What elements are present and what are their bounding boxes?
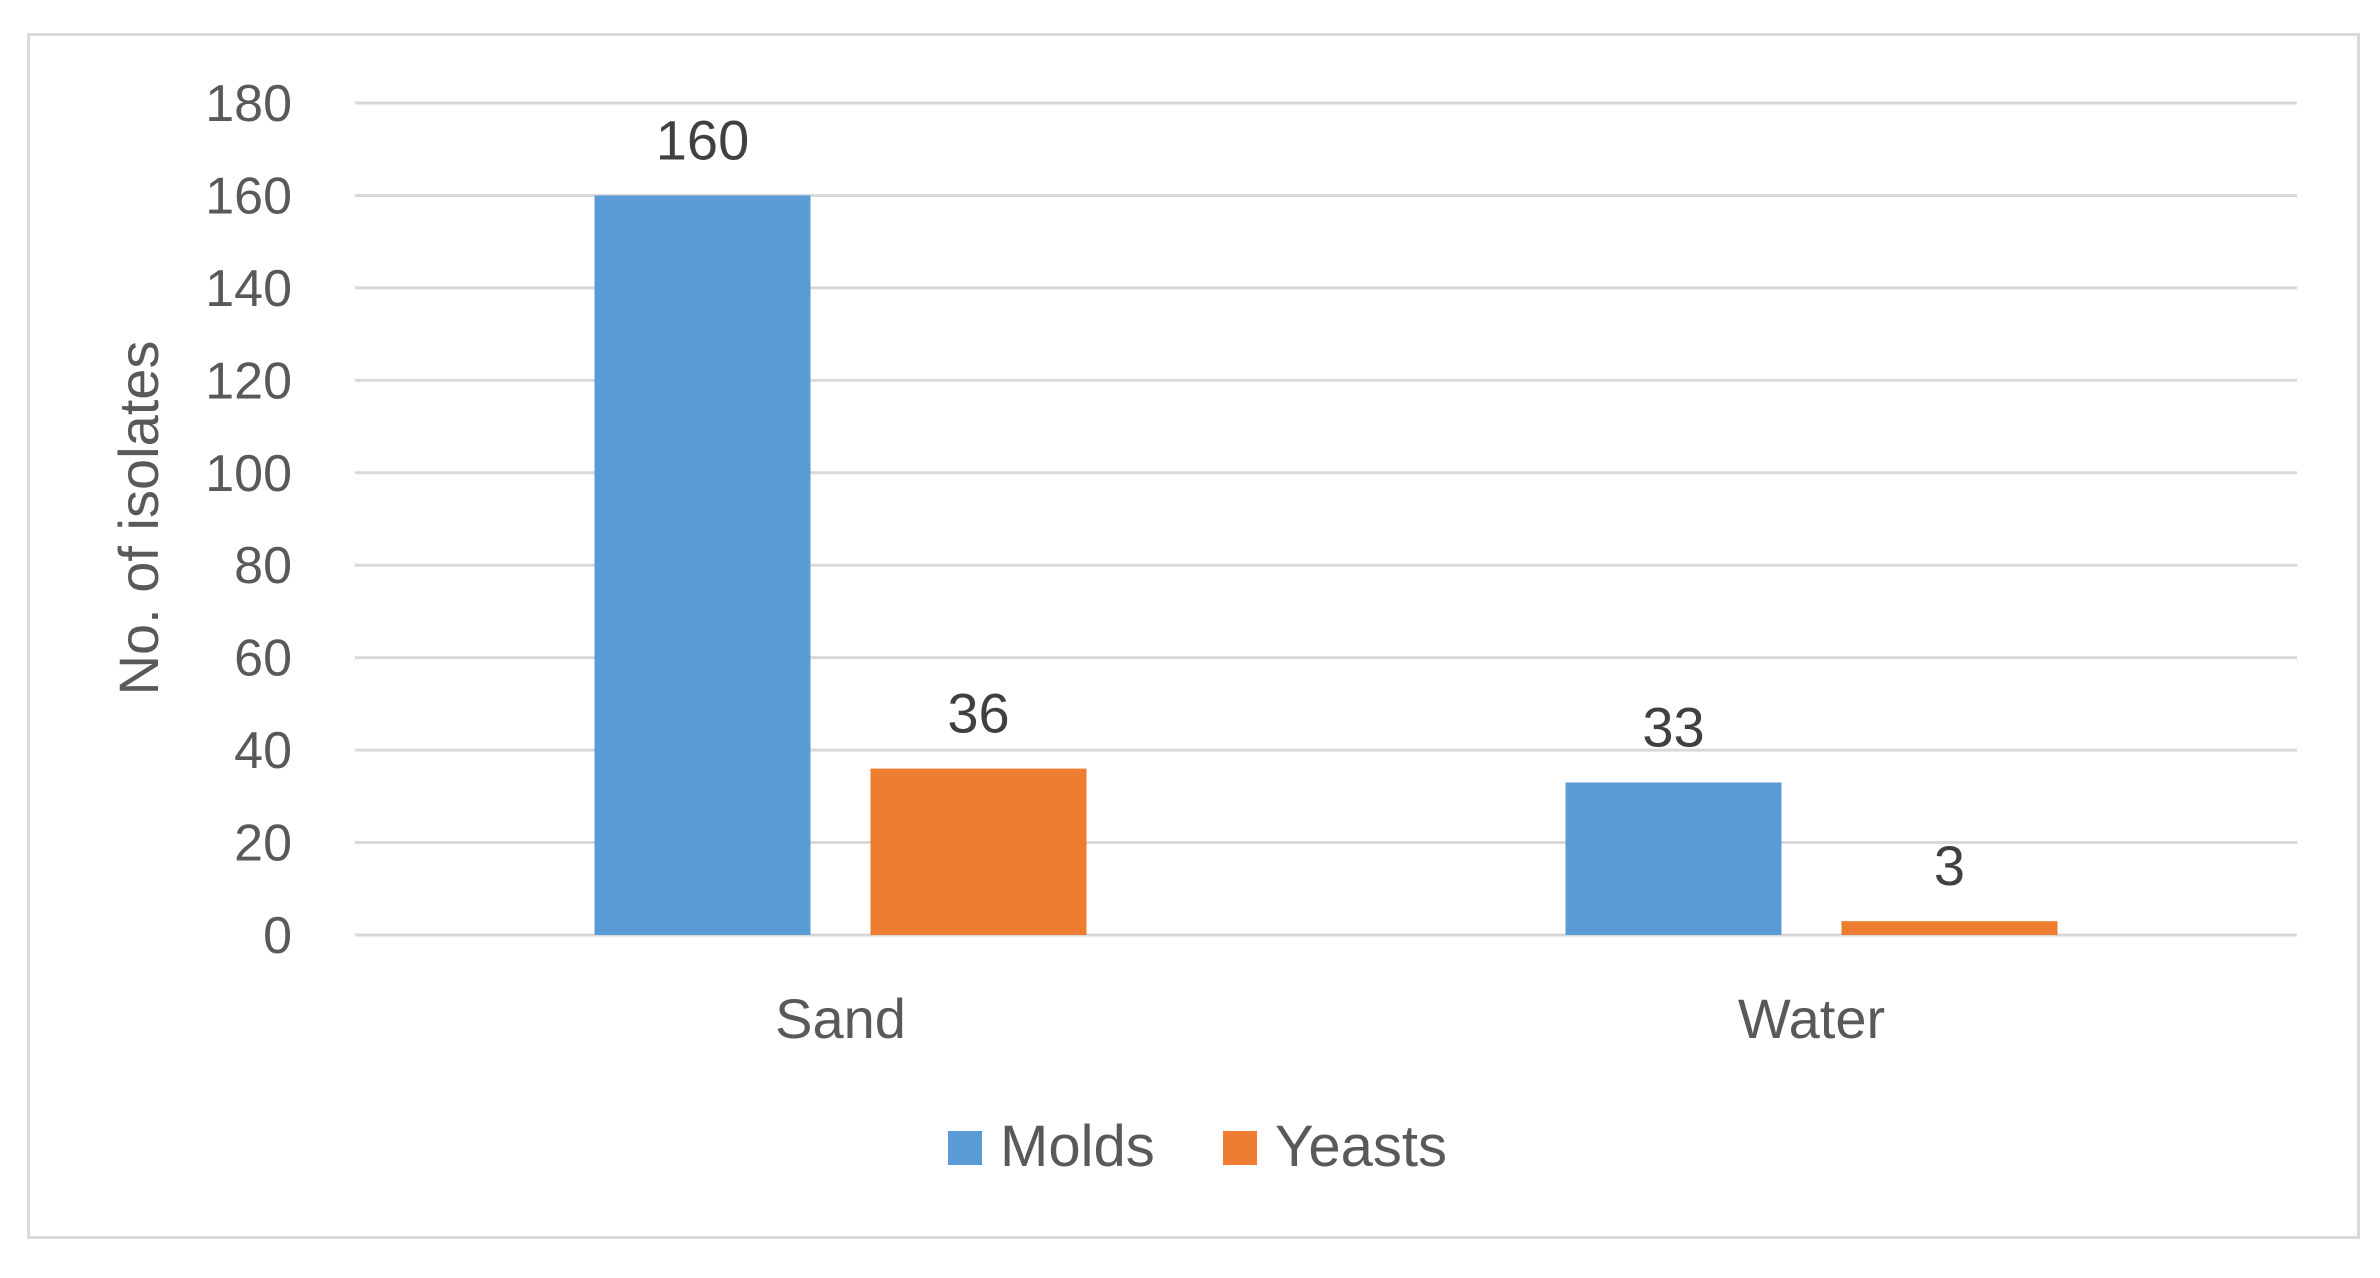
data-label-molds-sand: 160: [656, 108, 749, 171]
y-tick-label-120: 120: [205, 352, 292, 410]
x-category-label-water: Water: [1738, 987, 1885, 1050]
y-axis-title: No. of isolates: [107, 341, 170, 696]
data-label-yeasts-sand: 36: [947, 682, 1009, 745]
y-axis-tick-labels: 0 20 40 60 80 100 120 140 160 180: [205, 75, 292, 965]
x-category-label-sand: Sand: [775, 987, 906, 1050]
x-axis-category-labels: Sand Water: [775, 987, 1885, 1050]
bars: [594, 195, 2058, 935]
legend-swatch-yeasts: [1223, 1131, 1257, 1165]
y-tick-label-40: 40: [234, 722, 292, 780]
chart-frame: [27, 33, 2360, 1239]
data-label-molds-water: 33: [1642, 695, 1704, 758]
y-tick-label-60: 60: [234, 630, 292, 688]
legend-label-molds: Molds: [1000, 1114, 1155, 1179]
bar-molds-sand: [594, 195, 811, 935]
data-label-yeasts-water: 3: [1934, 834, 1965, 897]
y-tick-label-0: 0: [263, 907, 292, 965]
bar-molds-water: [1565, 782, 1782, 935]
y-tick-label-140: 140: [205, 260, 292, 318]
legend: Molds Yeasts: [948, 1114, 1447, 1179]
legend-swatch-molds: [948, 1131, 982, 1165]
y-tick-label-80: 80: [234, 537, 292, 595]
y-tick-label-180: 180: [205, 75, 292, 133]
y-tick-label-160: 160: [205, 167, 292, 225]
y-tick-label-100: 100: [205, 445, 292, 503]
legend-label-yeasts: Yeasts: [1275, 1114, 1447, 1179]
bar-yeasts-water: [1841, 921, 2058, 935]
y-tick-label-20: 20: [234, 815, 292, 873]
bar-yeasts-sand: [870, 768, 1087, 935]
